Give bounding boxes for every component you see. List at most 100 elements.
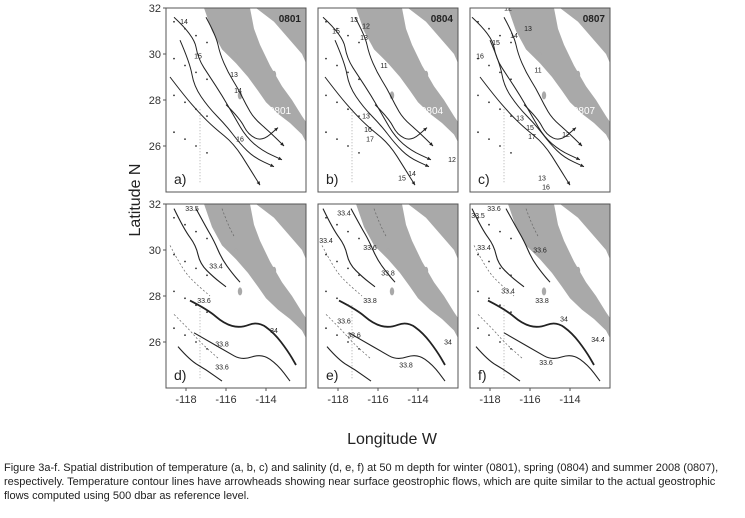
flow-arrowhead <box>425 163 429 167</box>
x-tick-label: -118 <box>327 394 348 406</box>
land-mainland <box>256 204 306 260</box>
panel-frame <box>469 203 611 389</box>
station-dot <box>358 237 360 240</box>
island <box>237 287 243 296</box>
station-dot <box>195 267 197 270</box>
island <box>575 70 581 79</box>
contour-label: 15 <box>398 176 406 183</box>
station-dot <box>347 145 349 147</box>
land-mainland <box>560 8 610 64</box>
contour-label: 14 <box>510 33 518 40</box>
panel-letter: c) <box>478 171 490 187</box>
x-tick-label: -118 <box>175 394 196 406</box>
contour-label: 33.6 <box>487 206 501 213</box>
island <box>541 287 547 296</box>
station-dot <box>510 152 512 154</box>
bay <box>400 291 418 306</box>
station-dot <box>358 115 360 117</box>
station-dot <box>488 101 490 104</box>
panel-letter: b) <box>326 171 338 187</box>
station-dot <box>510 311 512 313</box>
contour-label: 15 <box>526 125 534 132</box>
bay <box>552 291 570 306</box>
station-dot <box>325 253 327 256</box>
x-tick-label: -114 <box>255 394 276 406</box>
station-dot <box>336 297 338 300</box>
contour-label: 34.4 <box>591 337 605 344</box>
contour-label: 14 <box>180 19 188 26</box>
station-dot <box>477 253 479 256</box>
station-dot <box>184 101 186 104</box>
island <box>423 266 429 275</box>
panel-letter: a) <box>174 171 186 187</box>
contour-label: 12 <box>448 157 456 164</box>
y-tick-label: 30 <box>149 49 161 61</box>
contour-line <box>195 208 241 283</box>
land-mainland <box>408 8 458 64</box>
contour-label: 13 <box>516 116 524 123</box>
station-dot <box>206 41 208 44</box>
contour-label: 33.4 <box>501 289 515 296</box>
station-dot <box>184 223 186 226</box>
contour-line <box>503 332 601 382</box>
flow-arrowhead <box>270 163 274 167</box>
flow-arrowhead <box>572 127 576 132</box>
station-dot <box>206 311 208 313</box>
contour-line <box>338 299 446 366</box>
contour-label: 33.6 <box>533 247 547 254</box>
contour-label: 33.8 <box>381 270 395 277</box>
contour-label: 11 <box>380 63 387 70</box>
panel-a: 14 15 13 14 16 a) 0801 0801 <box>165 7 307 193</box>
panel-frame <box>317 203 459 389</box>
station-dot <box>206 237 208 240</box>
land-peninsula <box>204 204 306 379</box>
y-ticks: 32 30 28 26 32 30 28 26 <box>149 3 166 349</box>
contour-line <box>374 104 428 140</box>
station-dot <box>195 230 197 233</box>
station-dot <box>206 274 208 277</box>
station-dot <box>358 78 360 81</box>
contour-label: 16 <box>364 127 372 134</box>
station-dot <box>499 145 501 147</box>
contour-line <box>350 208 396 283</box>
figure-caption: Figure 3a-f. Spatial distribution of tem… <box>4 462 719 502</box>
island <box>233 52 239 61</box>
land-mainland <box>408 204 458 260</box>
station-dot <box>347 71 349 74</box>
contour-label: 15 <box>332 28 340 35</box>
flow-arrowhead <box>423 127 427 132</box>
station-dot <box>347 341 349 343</box>
contour-line <box>505 208 551 283</box>
panel-frame <box>317 7 459 193</box>
island <box>233 248 239 257</box>
contour-label: 33.6 <box>337 319 351 326</box>
contour-label: 12 <box>504 5 512 12</box>
panel-letter: d) <box>174 367 186 383</box>
station-dot <box>325 327 327 330</box>
station-dot <box>477 57 479 60</box>
contour-label: 33.8 <box>399 362 413 369</box>
contour-label: 33.4 <box>319 238 333 245</box>
contour-line <box>205 16 285 147</box>
contour-label: 33.6 <box>215 365 229 372</box>
station-dot <box>184 297 186 300</box>
station-dot <box>173 94 175 97</box>
contour-label: 13 <box>524 26 532 33</box>
panel-frame <box>469 7 611 193</box>
contour-label: 16 <box>476 54 484 61</box>
cruise-label-on-land: 0807 <box>573 106 596 117</box>
contour-line <box>479 76 571 186</box>
flow-arrowhead <box>578 142 582 146</box>
contour-label: 14 <box>408 171 416 178</box>
contour-line <box>471 16 581 161</box>
station-dot <box>488 223 490 226</box>
y-tick-label: 32 <box>149 199 161 211</box>
y-tick-label: 26 <box>149 141 161 153</box>
contour-label: 33.8 <box>535 298 549 305</box>
contour-line <box>193 332 291 382</box>
station-dot <box>347 108 349 111</box>
contour-label: 34 <box>444 339 452 346</box>
contour-label: 16 <box>542 185 550 192</box>
station-dot <box>184 138 186 141</box>
